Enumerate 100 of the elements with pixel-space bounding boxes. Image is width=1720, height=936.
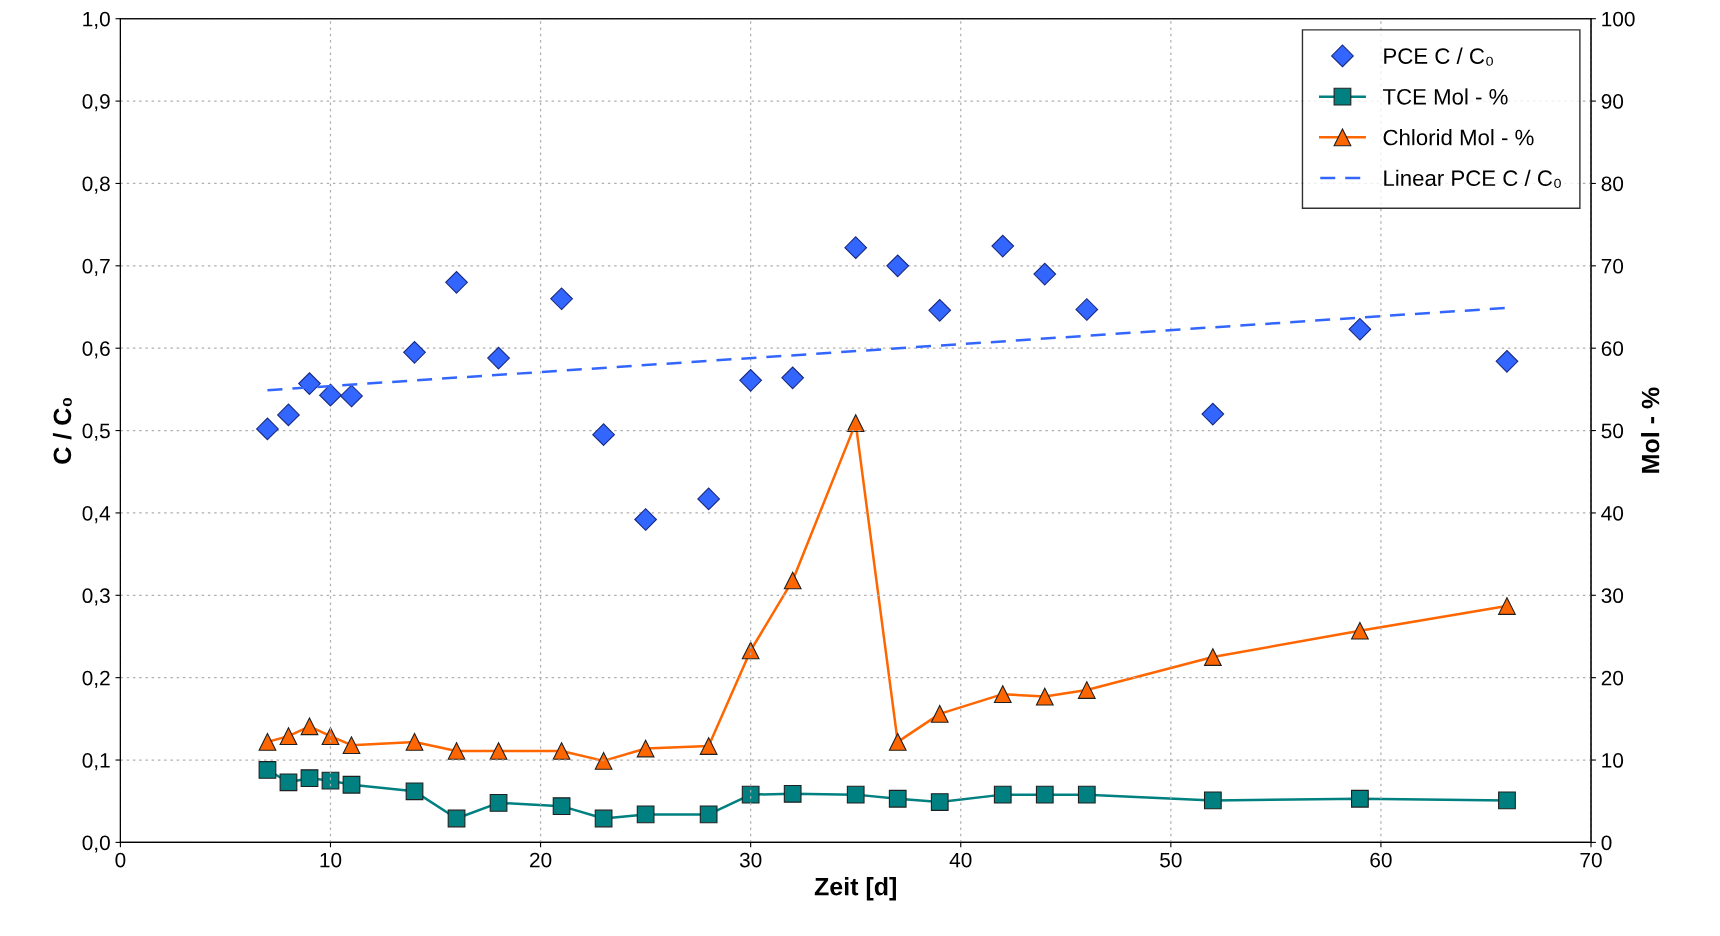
legend-label: Linear PCE C / C₀ — [1384, 169, 1561, 188]
point — [697, 487, 720, 511]
point — [699, 805, 718, 824]
point — [550, 287, 573, 311]
point — [552, 742, 571, 760]
y-tick-label: 0,9 — [82, 94, 110, 112]
point — [403, 340, 426, 364]
point — [342, 736, 361, 755]
point — [1495, 350, 1519, 373]
point — [447, 809, 466, 828]
y-tick-label: 0,3 — [82, 588, 110, 606]
point — [258, 761, 277, 779]
point — [1348, 317, 1372, 341]
x-tick-label: 20 — [530, 852, 552, 868]
point — [634, 508, 657, 531]
y2-tick-label: 100 — [1602, 11, 1635, 27]
point — [445, 270, 468, 294]
point — [256, 417, 279, 441]
point — [489, 742, 508, 760]
legend-label: Chlorid Mol - % — [1383, 129, 1534, 146]
point — [300, 717, 319, 736]
y2-tick-label: 40 — [1601, 505, 1624, 521]
x-tick-label: 10 — [320, 852, 342, 868]
x-axis-title: Zeit [d] — [814, 877, 896, 901]
point — [447, 742, 466, 760]
point — [342, 775, 361, 794]
y-tick-label: 0,0 — [82, 835, 110, 853]
x-tick-label: 40 — [949, 852, 972, 868]
point — [279, 773, 298, 792]
point — [258, 733, 277, 751]
point — [636, 739, 655, 758]
point — [888, 733, 907, 751]
point — [739, 368, 763, 392]
y2-tick-label: 60 — [1601, 341, 1624, 356]
legend-label: TCE Mol - % — [1382, 88, 1508, 105]
y-tick-label: 0,5 — [82, 423, 110, 441]
point — [930, 793, 949, 811]
point — [1498, 597, 1516, 615]
point — [279, 727, 298, 746]
y2-tick-label: 20 — [1601, 670, 1624, 686]
point — [1077, 785, 1096, 804]
point — [277, 403, 300, 427]
y2-axis-title: Mol - % — [1641, 387, 1660, 473]
y-tick-label: 1,0 — [83, 11, 110, 29]
point — [1201, 402, 1225, 426]
point — [405, 782, 424, 801]
point — [300, 769, 319, 788]
y-axis-title: C / C₀ — [52, 397, 72, 464]
point — [489, 793, 508, 812]
y2-tick-label: 90 — [1601, 94, 1624, 109]
point — [783, 784, 802, 803]
point — [1075, 298, 1099, 321]
y-tick-label: 0,4 — [82, 505, 111, 524]
point — [1203, 648, 1222, 666]
point — [886, 254, 910, 278]
point — [928, 298, 952, 322]
y2-tick-label: 10 — [1602, 753, 1624, 768]
point — [888, 789, 907, 808]
y2-tick-label: 70 — [1601, 258, 1624, 274]
point — [699, 737, 718, 755]
y-tick-label: 0,1 — [82, 753, 110, 771]
y-tick-label: 0,6 — [82, 341, 110, 359]
point — [846, 414, 865, 433]
point — [1035, 687, 1054, 706]
x-tick-label: 30 — [739, 852, 762, 868]
point — [993, 685, 1012, 704]
point — [1033, 262, 1057, 286]
y2-tick-label: 30 — [1601, 588, 1624, 604]
point — [552, 797, 571, 816]
point — [1077, 681, 1096, 699]
point — [844, 236, 868, 260]
point — [781, 366, 805, 390]
point — [846, 785, 865, 804]
point — [592, 423, 615, 447]
y2-tick-label: 0 — [1601, 835, 1612, 851]
x-tick-label: 50 — [1160, 852, 1182, 868]
point — [594, 809, 613, 828]
point — [783, 571, 802, 590]
y2-tick-label: 80 — [1601, 176, 1624, 192]
y-tick-label: 0,2 — [82, 670, 110, 688]
point — [1351, 621, 1369, 640]
point — [636, 805, 655, 824]
point — [321, 727, 340, 746]
point — [594, 751, 613, 770]
point — [340, 384, 363, 408]
point — [298, 372, 321, 395]
point — [487, 346, 510, 370]
point — [321, 771, 340, 790]
point — [405, 733, 424, 751]
point — [1498, 791, 1516, 810]
point — [319, 383, 342, 407]
point — [991, 234, 1015, 258]
point — [1035, 785, 1054, 804]
y-tick-label: 0,7 — [82, 258, 110, 277]
point — [930, 705, 949, 723]
point — [1203, 791, 1222, 810]
y2-tick-label: 50 — [1601, 423, 1624, 439]
legend-label: PCE C / C₀ — [1384, 47, 1493, 66]
x-tick-label: 60 — [1370, 852, 1392, 868]
point — [741, 785, 760, 804]
